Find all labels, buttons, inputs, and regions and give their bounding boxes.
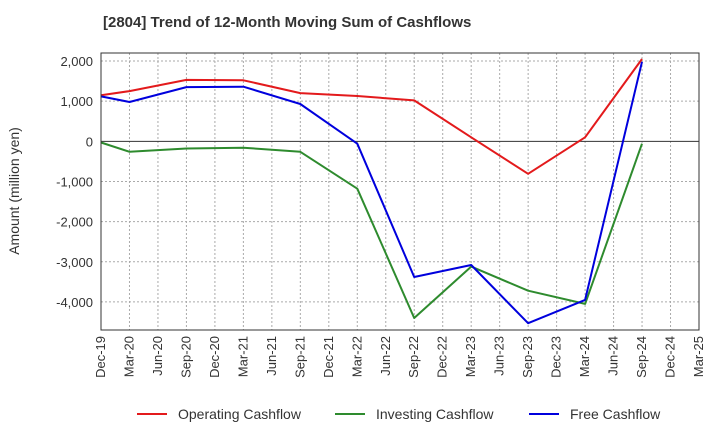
x-tick-label: Mar-22 xyxy=(349,336,364,377)
x-tick-label: Mar-23 xyxy=(463,336,478,377)
y-tick-label: 2,000 xyxy=(60,54,93,69)
series-line xyxy=(100,141,643,319)
x-tick-label: Jun-20 xyxy=(150,336,165,376)
x-tick-label: Dec-19 xyxy=(93,336,108,378)
x-tick-label: Dec-22 xyxy=(435,336,450,378)
y-tick-label: -3,000 xyxy=(56,255,93,270)
x-tick-label: Mar-24 xyxy=(577,336,592,377)
y-tick-label: -1,000 xyxy=(56,174,93,189)
legend-label: Free Cashflow xyxy=(570,406,661,422)
legend-label: Operating Cashflow xyxy=(178,406,302,422)
x-tick-label: Dec-24 xyxy=(663,336,678,378)
grid-layer xyxy=(101,53,699,330)
series-line xyxy=(100,61,643,325)
x-tick-labels: Dec-19 Mar-20 Jun-20 Sep-20 Dec-20 Mar-21 Jun-… xyxy=(93,336,706,378)
y-tick-label: 0 xyxy=(86,134,93,149)
y-tick-label: -2,000 xyxy=(56,215,93,230)
x-tick-label: Mar-21 xyxy=(235,336,250,377)
x-tick-label: Sep-23 xyxy=(520,336,535,378)
x-tick-label: Jun-23 xyxy=(492,336,507,376)
y-tick-labels: 2,000 1,000 0 -1,000 -2,000 -3,000 -4,000 xyxy=(56,54,93,310)
x-tick-label: Mar-20 xyxy=(121,336,136,377)
x-tick-label: Dec-20 xyxy=(207,336,222,378)
x-tick-label: Sep-22 xyxy=(406,336,421,378)
x-tick-label: Jun-21 xyxy=(264,336,279,376)
x-tick-label: Sep-21 xyxy=(292,336,307,378)
series-layer xyxy=(100,58,643,325)
x-tick-label: Dec-21 xyxy=(321,336,336,378)
x-tick-label: Jun-22 xyxy=(378,336,393,376)
y-axis-title: Amount (million yen) xyxy=(6,127,22,255)
x-tick-label: Dec-23 xyxy=(549,336,564,378)
plot-area-border xyxy=(100,52,700,331)
legend: Operating Cashflow Investing Cashflow Free… xyxy=(137,406,661,422)
x-tick-label: Mar-25 xyxy=(691,336,706,377)
legend-label: Investing Cashflow xyxy=(376,406,494,422)
series-line xyxy=(100,58,643,175)
y-tick-label: -4,000 xyxy=(56,295,93,310)
y-tick-label: 1,000 xyxy=(60,94,93,109)
x-tick-label: Sep-20 xyxy=(178,336,193,378)
x-tick-label: Jun-24 xyxy=(606,336,621,376)
chart-title: [2804] Trend of 12-Month Moving Sum of C… xyxy=(103,14,472,31)
x-tick-label: Sep-24 xyxy=(634,336,649,378)
